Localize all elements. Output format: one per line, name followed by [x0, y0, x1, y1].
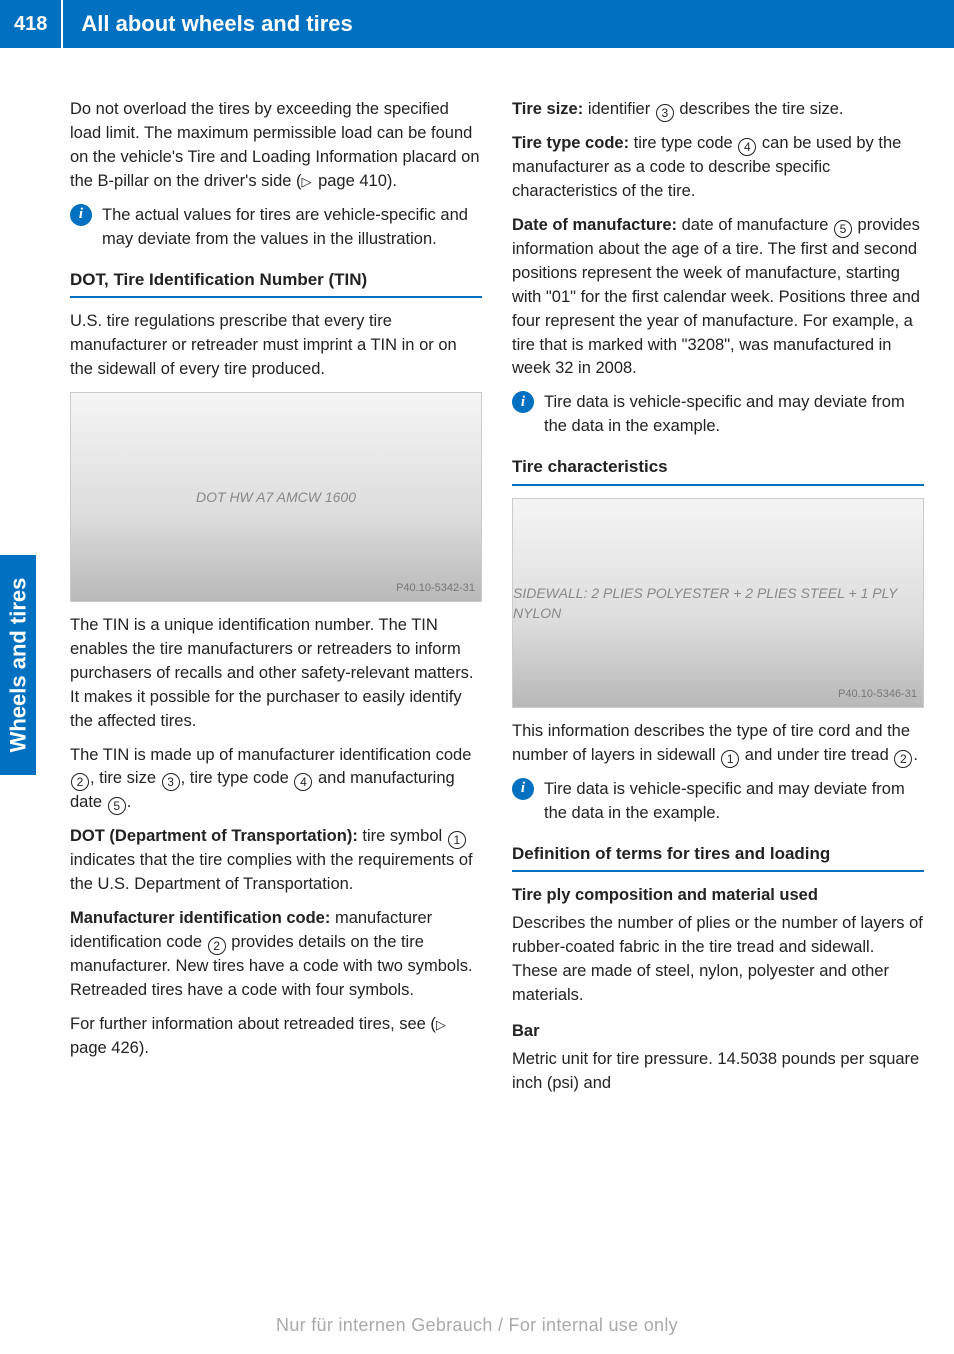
- info-text: Tire data is vehicle-specific and may de…: [544, 391, 924, 439]
- body-text: DOT (Department of Transportation): tire…: [70, 825, 482, 897]
- callout-5-icon: 5: [834, 220, 852, 238]
- body-text: Tire size: identifier 3 describes the ti…: [512, 98, 924, 122]
- callout-2-icon: 2: [894, 750, 912, 768]
- body-text: Describes the number of plies or the num…: [512, 912, 924, 1008]
- callout-4-icon: 4: [294, 773, 312, 791]
- callout-3-icon: 3: [162, 773, 180, 791]
- body-text: Tire type code: tire type code 4 can be …: [512, 132, 924, 204]
- subheading: Bar: [512, 1020, 924, 1044]
- info-note: i Tire data is vehicle-specific and may …: [512, 391, 924, 439]
- section-heading: Definition of terms for tires and loadin…: [512, 842, 924, 873]
- page-ref-icon: [302, 172, 314, 190]
- body-text: Date of manufacture: date of manufacture…: [512, 214, 924, 382]
- content-area: Do not overload the tires by exceeding t…: [0, 48, 954, 1106]
- body-text: Metric unit for tire pressure. 14.5038 p…: [512, 1048, 924, 1096]
- callout-3-icon: 3: [656, 104, 674, 122]
- right-column: Tire size: identifier 3 describes the ti…: [512, 98, 924, 1106]
- callout-1-icon: 1: [721, 750, 739, 768]
- callout-5-icon: 5: [108, 797, 126, 815]
- body-text: Manufacturer identification code: manufa…: [70, 907, 482, 1003]
- subheading: Tire ply composition and material used: [512, 884, 924, 908]
- page-header: 418 All about wheels and tires: [0, 0, 954, 48]
- figure-tag: P40.10-5346-31: [838, 687, 917, 703]
- figure-tin: DOT HW A7 AMCW 1600 P40.10-5342-31: [70, 392, 482, 602]
- side-tab: Wheels and tires: [0, 555, 36, 775]
- body-text: Do not overload the tires by exceeding t…: [70, 98, 482, 194]
- section-heading: DOT, Tire Identification Number (TIN): [70, 268, 482, 299]
- info-note: i The actual values for tires are vehicl…: [70, 204, 482, 252]
- callout-2-icon: 2: [208, 937, 226, 955]
- body-text: U.S. tire regulations prescribe that eve…: [70, 310, 482, 382]
- page-title: All about wheels and tires: [61, 0, 954, 48]
- info-note: i Tire data is vehicle-specific and may …: [512, 778, 924, 826]
- side-tab-label: Wheels and tires: [5, 578, 31, 753]
- info-icon: i: [512, 778, 534, 800]
- info-icon: i: [512, 391, 534, 413]
- footer-watermark: Nur für internen Gebrauch / For internal…: [0, 1315, 954, 1336]
- callout-2-icon: 2: [71, 773, 89, 791]
- body-text: The TIN is a unique identification numbe…: [70, 614, 482, 734]
- callout-1-icon: 1: [448, 831, 466, 849]
- figure-tag: P40.10-5342-31: [396, 581, 475, 597]
- page-ref-icon: [436, 1015, 448, 1033]
- page-number: 418: [0, 0, 61, 48]
- left-column: Do not overload the tires by exceeding t…: [70, 98, 482, 1106]
- callout-4-icon: 4: [738, 138, 756, 156]
- info-text: Tire data is vehicle-specific and may de…: [544, 778, 924, 826]
- body-text: The TIN is made up of manufacturer ident…: [70, 744, 482, 816]
- figure-tire-characteristics: SIDEWALL: 2 PLIES POLYESTER + 2 PLIES ST…: [512, 498, 924, 708]
- body-text: This information describes the type of t…: [512, 720, 924, 768]
- info-icon: i: [70, 204, 92, 226]
- info-text: The actual values for tires are vehicle-…: [102, 204, 482, 252]
- section-heading: Tire characteristics: [512, 455, 924, 486]
- body-text: For further information about retreaded …: [70, 1013, 482, 1061]
